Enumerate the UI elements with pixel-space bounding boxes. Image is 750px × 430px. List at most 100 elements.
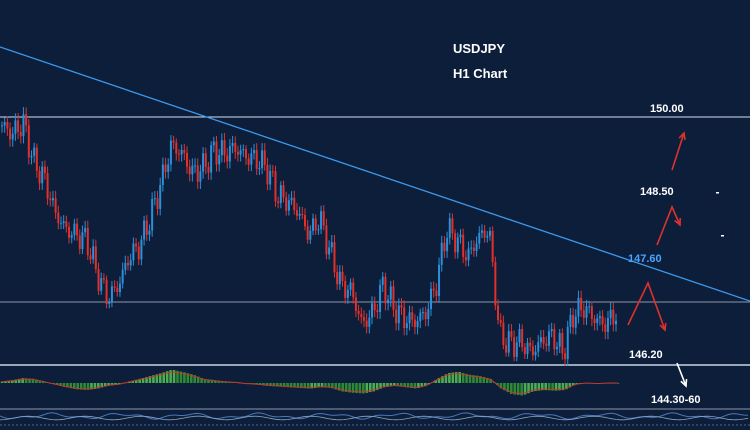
candle-body [365,320,368,327]
projection-arrow-down-head [659,322,667,332]
candle-body [159,184,162,209]
oscillator-bar [386,383,389,387]
oscillator-bar [441,376,444,383]
candle-body [236,151,239,155]
candle-body [427,308,430,320]
candle-body [210,145,213,173]
candle-body [344,280,347,298]
oscillator-bar [554,383,558,391]
candle-body [446,237,449,252]
candle-body [502,322,505,346]
candle-body [435,290,438,296]
axis-tick [721,235,724,237]
candle-body [416,320,419,328]
candle-body [580,297,583,311]
oscillator-bar [148,376,152,383]
candle-body [604,324,607,332]
projection-arrow-target [676,362,687,387]
candle-body [585,306,588,318]
candle-body [175,142,178,154]
oscillator-bar [561,383,565,391]
level-label-trendline: 147.60 [628,253,662,265]
oscillator-bar [454,372,458,383]
candle-body [464,257,467,261]
candle-body [443,242,446,252]
candle-body [6,122,9,129]
oscillator-bar [55,383,59,385]
candle-body [574,316,577,328]
candle-body [456,237,459,253]
oscillator-bar [313,383,317,388]
candle-body [582,310,585,318]
candle-body [242,149,245,151]
oscillator-bar [523,383,527,395]
oscillator-bar [200,377,203,383]
candle-body [54,198,57,213]
candle-body [360,314,363,318]
oscillator-bar [310,383,314,389]
candle-body [488,230,491,236]
oscillator-bar [568,383,572,388]
candle-body [282,185,285,198]
oscillator-bar [375,383,379,391]
candle-body [550,329,553,332]
oscillator-bar [399,383,403,387]
oscillator-bar [527,383,530,394]
candle-body [564,353,567,360]
oscillator-bar [420,383,424,388]
oscillator-bar [76,383,80,390]
descending-trendline [0,46,750,302]
oscillator-bar [362,383,365,394]
candle-body [588,306,591,308]
candle-body [295,210,298,216]
candle-body [145,220,148,235]
candle-body [408,312,411,324]
candle-body [100,278,103,291]
candle-body [177,153,180,155]
candle-body [116,287,119,293]
candle-body [379,284,382,312]
oscillator-bar [162,372,166,383]
oscillator-bar [506,383,510,393]
candle-body [542,337,545,344]
candle-body [247,158,250,165]
oscillator-bar [351,383,355,393]
candle-body [556,346,559,350]
candle-body [194,165,197,167]
oscillator-bar [145,377,148,383]
candle-body [381,276,384,285]
oscillator-bar [513,383,517,395]
candle-body [387,299,390,304]
candle-body [105,279,108,305]
oscillator-bar [317,383,320,388]
oscillator-bar [155,374,159,383]
oscillator-bar [489,378,492,383]
candle-body [279,185,282,204]
candle-body [303,215,306,227]
candle-body [84,228,87,233]
candle-body [290,197,293,201]
projection-arrow-mid [656,204,681,246]
oscillator-bar [224,381,227,383]
candle-body [346,289,349,298]
oscillator-bar [17,378,21,383]
candle-body [338,271,341,285]
oscillator-bar [331,383,334,389]
candle-body [448,218,451,238]
candle-body [320,211,323,230]
candle-body [97,268,100,291]
oscillator-bar [138,378,141,383]
oscillator-bar [355,383,358,394]
candle-body [341,271,344,281]
candle-body [526,342,529,355]
candle-body [328,247,331,255]
candle-body [505,345,508,353]
oscillator-bar [97,383,100,389]
candle-body [161,164,164,185]
oscillator-bar [100,383,104,388]
oscillator-bar [159,373,162,383]
oscillator-bar [24,378,28,383]
candle-body [94,246,97,269]
candle-body [392,286,395,310]
candle-body [486,235,489,238]
